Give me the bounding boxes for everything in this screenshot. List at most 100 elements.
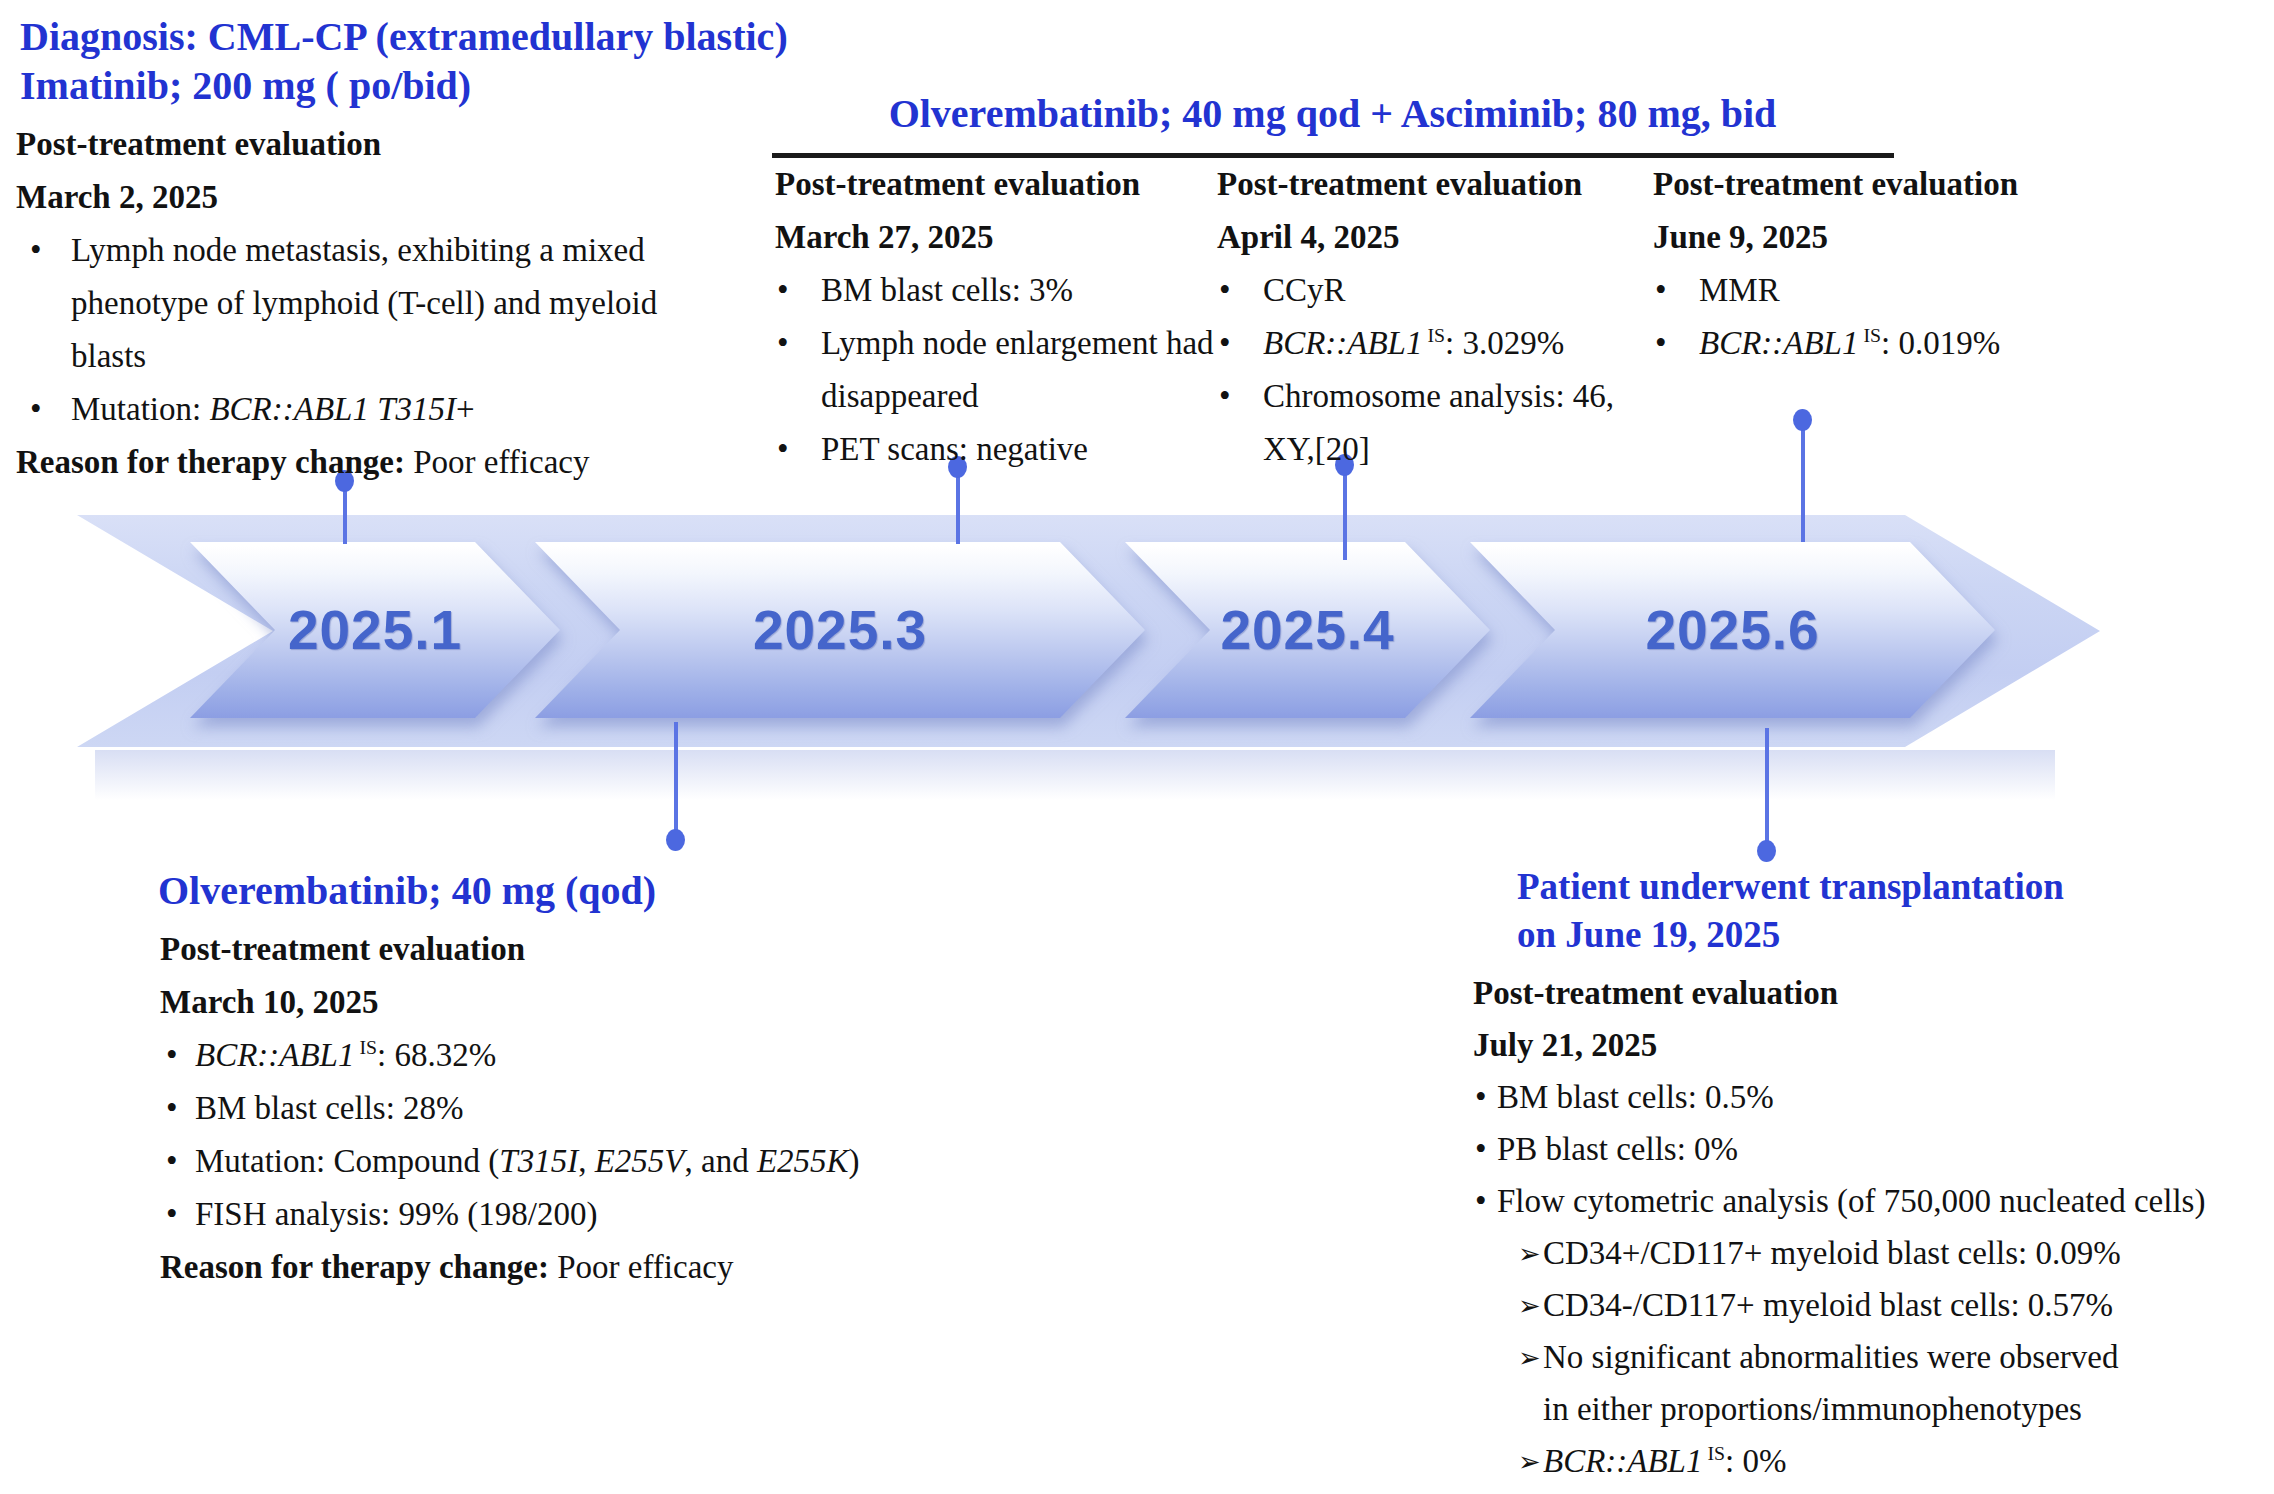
- text-line: phenotype of lymphoid (T-cell) and myelo…: [16, 277, 788, 330]
- block-title: on June 19, 2025: [1473, 911, 2205, 959]
- gene-name-text: E255V: [595, 1143, 685, 1179]
- text-line: •BM blast cells: 28%: [150, 1082, 860, 1135]
- olverembatinib-qod-block: Olverembatinib; 40 mg (qod)Post-treatmen…: [150, 866, 860, 1294]
- arrow-bullet-icon: ➢: [1518, 1228, 1541, 1280]
- bullet-icon: •: [1475, 1071, 1487, 1123]
- text-segment: Mutation:: [71, 391, 209, 427]
- text-line: in either proportions/immunophenotypes: [1473, 1383, 2205, 1435]
- line-text: CD34-/CD117+ myeloid blast cells: 0.57%: [1543, 1287, 2113, 1323]
- text-line: ➢CD34-/CD117+ myeloid blast cells: 0.57%: [1473, 1279, 2205, 1331]
- combo-therapy-title: Olverembatinib; 40 mg qod + Asciminib; 8…: [770, 90, 1895, 137]
- line-text: July 21, 2025: [1473, 1027, 1657, 1063]
- line-text: Reason for therapy change: Poor efficacy: [160, 1249, 733, 1285]
- line-text: blasts: [71, 338, 146, 374]
- bullet-icon: •: [777, 317, 789, 370]
- text-line: ➢No significant abnormalities were obser…: [1473, 1331, 2205, 1383]
- text-segment: ): [849, 1143, 860, 1179]
- bullet-icon: •: [166, 1188, 178, 1241]
- text-line: •BCR::ABL1 IS: 3.029%: [1217, 317, 1614, 370]
- line-text: phenotype of lymphoid (T-cell) and myelo…: [71, 285, 657, 321]
- text-segment: March 2, 2025: [16, 179, 218, 215]
- line-text: Mutation: Compound (T315I, E255V, and E2…: [195, 1143, 860, 1179]
- timeline-connector-line: [1801, 430, 1805, 542]
- timeline-chevron-3: 2025.4: [1125, 542, 1490, 718]
- bullet-icon: •: [1655, 264, 1667, 317]
- text-segment: No significant abnormalities were observ…: [1543, 1339, 2119, 1375]
- line-text: BCR::ABL1 IS: 0%: [1543, 1443, 1786, 1479]
- text-segment: BM blast cells: 0.5%: [1497, 1079, 1774, 1115]
- timeline-dot: [1757, 840, 1776, 862]
- text-line: •PB blast cells: 0%: [1473, 1123, 2205, 1175]
- gene-name-text: E255K: [757, 1143, 849, 1179]
- bullet-icon: •: [1475, 1123, 1487, 1175]
- text-line: •PET scans: negative: [775, 423, 1214, 476]
- text-segment: Poor efficacy: [549, 1249, 733, 1285]
- text-line: •CCyR: [1217, 264, 1614, 317]
- text-line: • MMR: [1653, 264, 2018, 317]
- text-segment: Post-treatment evaluation: [1653, 166, 2018, 202]
- timeline-connector-line: [1765, 728, 1769, 841]
- line-text: BM blast cells: 28%: [195, 1090, 464, 1126]
- bullet-icon: •: [166, 1029, 178, 1082]
- timeline-connector-line: [343, 490, 347, 544]
- text-segment: BM blast cells: 3%: [821, 272, 1073, 308]
- text-segment: MMR: [1699, 272, 1780, 308]
- text-line: Post-treatment evaluation: [150, 923, 860, 976]
- text-line: Post-treatment evaluation: [16, 118, 788, 171]
- chevron-shape: 2025.6: [1470, 542, 1995, 718]
- text-segment: FISH analysis: 99% (198/200): [195, 1196, 597, 1232]
- text-line: • BM blast cells: 3%: [775, 264, 1214, 317]
- text-line: July 21, 2025: [1473, 1019, 2205, 1071]
- bullet-icon: •: [166, 1135, 178, 1188]
- block-title: Imatinib; 200 mg ( po/bid): [16, 61, 788, 110]
- march-27-evaluation-block: Post-treatment evaluationMarch 27, 2025•…: [775, 158, 1214, 476]
- text-line: Post-treatment evaluation: [1473, 967, 2205, 1019]
- text-line: March 10, 2025: [150, 976, 860, 1029]
- text-line: ➢CD34+/CD117+ myeloid blast cells: 0.09%: [1473, 1227, 2205, 1279]
- line-text: CCyR: [1263, 272, 1346, 308]
- line-text: Lymph node metastasis, exhibiting a mixe…: [71, 232, 645, 268]
- text-line: •Mutation: BCR::ABL1 T315I+: [16, 383, 788, 436]
- spacer: [150, 915, 860, 923]
- text-line: Reason for therapy change: Poor efficacy: [150, 1241, 860, 1294]
- june-9-evaluation-block: Post-treatment evaluation June 9, 2025 • MM…: [1653, 158, 2018, 370]
- text-segment: April 4, 2025: [1217, 219, 1399, 255]
- line-text: March 27, 2025: [775, 219, 993, 255]
- text-line: •Chromosome analysis: 46,: [1217, 370, 1614, 423]
- spacer: [1473, 959, 2205, 967]
- text-segment: June 9, 2025: [1653, 219, 1828, 255]
- bullet-icon: •: [777, 264, 789, 317]
- timeline-label-2025-4: 2025.4: [1220, 598, 1394, 662]
- text-segment: PET scans: negative: [821, 431, 1088, 467]
- timeline-label-2025-1: 2025.1: [288, 598, 462, 662]
- line-text: FISH analysis: 99% (198/200): [195, 1196, 597, 1232]
- text-segment: Mutation: Compound (: [195, 1143, 499, 1179]
- text-line: • FISH analysis: 99% (198/200): [150, 1188, 860, 1241]
- chevron-shape: 2025.4: [1125, 542, 1490, 718]
- arrow-bullet-icon: ➢: [1518, 1280, 1541, 1332]
- line-text: No significant abnormalities were observ…: [1543, 1339, 2119, 1375]
- timeline-dot: [1793, 409, 1812, 431]
- april-4-evaluation-block: Post-treatment evaluationApril 4, 2025•C…: [1217, 158, 1614, 476]
- gene-name-text: BCR::ABL1: [1263, 325, 1422, 361]
- text-segment: Reason for therapy change:: [160, 1249, 549, 1285]
- text-segment: Lymph node metastasis, exhibiting a mixe…: [71, 232, 645, 268]
- text-line: •Lymph node enlargement had: [775, 317, 1214, 370]
- text-segment: CD34-/CD117+ myeloid blast cells: 0.57%: [1543, 1287, 2113, 1323]
- arrow-bullet-icon: ➢: [1518, 1332, 1541, 1384]
- text-line: •BCR::ABL1 IS: 68.32%: [150, 1029, 860, 1082]
- timeline-connector-line: [674, 722, 678, 830]
- text-line: June 9, 2025: [1653, 211, 2018, 264]
- text-segment: , and: [685, 1143, 757, 1179]
- bullet-icon: •: [1219, 317, 1231, 370]
- text-segment: ,: [578, 1143, 595, 1179]
- text-segment: : 0.019%: [1881, 325, 2000, 361]
- text-line: Post-treatment evaluation: [1217, 158, 1614, 211]
- text-segment: Chromosome analysis: 46,: [1263, 378, 1614, 414]
- gene-name-text: BCR::ABL1: [1543, 1443, 1702, 1479]
- timeline-connector-line: [1343, 475, 1347, 560]
- text-line: XY,[20]: [1217, 423, 1614, 476]
- transplantation-block: Patient underwent transplantationon June…: [1473, 863, 2205, 1487]
- line-text: BCR::ABL1 IS: 0.019%: [1699, 325, 2000, 361]
- line-text: BM blast cells: 0.5%: [1497, 1079, 1774, 1115]
